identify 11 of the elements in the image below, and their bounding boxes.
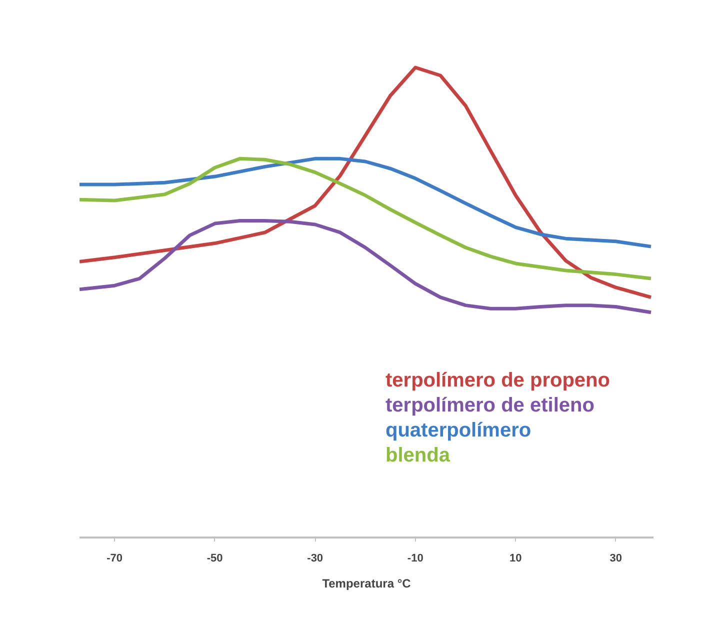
x-tick-label: -10	[407, 552, 424, 564]
x-tick-label: -30	[307, 552, 324, 564]
x-tick-label: -50	[206, 552, 223, 564]
x-tick-label: 30	[610, 552, 622, 564]
x-axis-title: Temperatura °C	[322, 576, 412, 590]
x-tick-label: 10	[510, 552, 522, 564]
text: terpolímero de etileno	[386, 394, 594, 416]
text: terpolímero de propeno	[386, 370, 610, 392]
x-tick-label: -70	[106, 552, 123, 564]
text: quaterpolímero	[386, 420, 532, 442]
text: blenda	[386, 444, 451, 466]
